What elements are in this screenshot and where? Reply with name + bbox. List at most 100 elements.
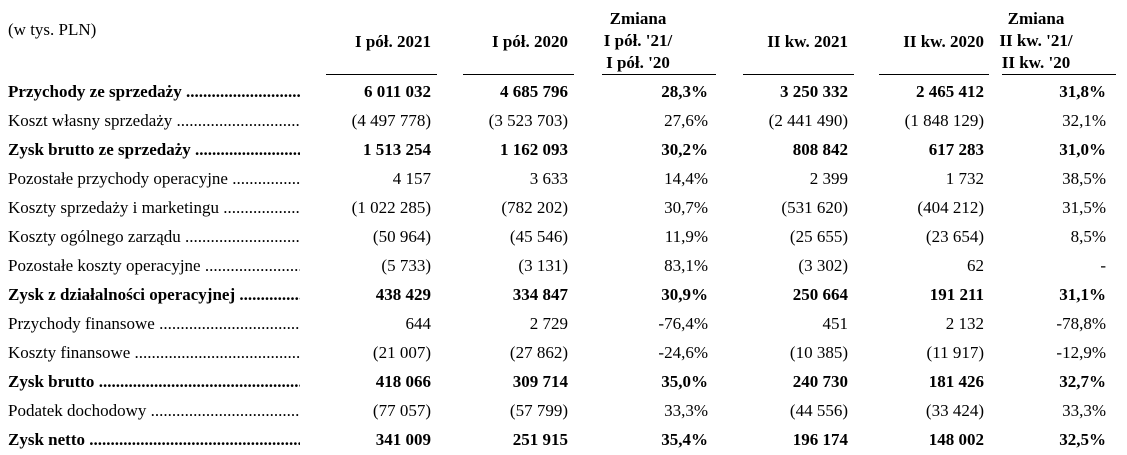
row-value-col-5: 191 211 [929,285,984,304]
row-value-col-5: 148 002 [928,430,984,449]
row-label: Podatek dochodowy [8,400,300,422]
row-value-col-1: (4 497 778) [351,111,431,130]
row-value-col-2: 2 729 [529,314,568,333]
header-rule-5 [879,74,989,75]
row-label: Zysk brutto ze sprzedaży [8,139,300,161]
table-row: Koszty ogólnego zarządu (50 964) (45 546) 1… [0,223,1127,252]
row-value-col-5: 1 732 [945,169,984,188]
row-value-col-3: 30,2% [661,140,708,159]
row-value-col-2: (782 202) [501,198,568,217]
row-value-col-3: -76,4% [658,314,708,333]
row-value-col-6: 8,5% [1070,227,1106,246]
column-header-6: Zmiana II kw. '21/ II kw. '20 [999,9,1073,72]
header-rule-2 [463,74,574,75]
row-label: Pozostałe przychody operacyjne [8,168,300,190]
header-rule-6 [1002,74,1116,75]
table-row: Pozostałe koszty operacyjne (5 733) (3 131… [0,252,1127,281]
header-rule-4 [743,74,854,75]
row-value-col-3: 28,3% [661,82,708,101]
table-row: Zysk brutto 418 066 309 714 35,0% 240 730 181… [0,368,1127,397]
row-value-col-4: 250 664 [792,285,848,304]
column-header-4: II kw. 2021 [767,32,848,51]
row-label: Przychody finansowe [8,313,300,335]
table-row: Zysk brutto ze sprzedaży 1 513 254 1 162 0… [0,136,1127,165]
row-value-col-6: 31,0% [1059,140,1106,159]
row-value-col-6: 33,3% [1062,401,1106,420]
table-row: Koszty sprzedaży i marketingu (1 022 285)… [0,194,1127,223]
row-value-col-5: 62 [967,256,984,275]
row-label: Pozostałe koszty operacyjne [8,255,300,277]
row-value-col-6: 31,5% [1062,198,1106,217]
row-value-col-4: (3 302) [798,256,848,275]
row-value-col-2: 309 714 [512,372,568,391]
row-value-col-4: 451 [822,314,849,333]
row-value-col-3: 35,4% [661,430,708,449]
row-value-col-1: (1 022 285) [351,198,431,217]
row-value-col-5: 181 426 [928,372,984,391]
row-value-col-4: (2 441 490) [768,111,848,130]
row-value-col-4: 240 730 [792,372,848,391]
row-value-col-6: 31,1% [1059,285,1106,304]
row-value-col-2: (3 131) [518,256,568,275]
row-value-col-6: - [1100,256,1106,275]
row-value-col-2: 4 685 796 [500,82,568,101]
row-value-col-5: 2 465 412 [916,82,984,101]
row-value-col-5: (11 917) [926,343,984,362]
row-value-col-3: 33,3% [664,401,708,420]
row-value-col-2: (57 799) [509,401,568,420]
row-value-col-2: 1 162 093 [500,140,568,159]
row-value-col-1: (21 007) [372,343,431,362]
table-row: Koszty finansowe (21 007) (27 862) -24,6% (1… [0,339,1127,368]
row-value-col-4: 196 174 [792,430,848,449]
row-value-col-3: 11,9% [664,227,708,246]
row-value-col-1: 644 [405,314,432,333]
table-row: Koszt własny sprzedaży (4 497 778) (3 523 … [0,107,1127,136]
header-rule-1 [326,74,437,75]
row-label: Przychody ze sprzedaży [8,81,300,103]
row-value-col-5: (33 424) [925,401,984,420]
row-value-col-6: -78,8% [1056,314,1106,333]
row-label: Koszty ogólnego zarządu [8,226,300,248]
row-value-col-1: 341 009 [375,430,431,449]
row-value-col-1: 418 066 [375,372,431,391]
row-value-col-4: 3 250 332 [780,82,848,101]
header-rule-3 [602,74,716,75]
row-value-col-5: (23 654) [925,227,984,246]
row-value-col-3: 27,6% [664,111,708,130]
row-value-col-5: 617 283 [928,140,984,159]
row-value-col-4: (25 655) [789,227,848,246]
row-value-col-1: 4 157 [392,169,431,188]
row-value-col-1: 438 429 [375,285,431,304]
units-label: (w tys. PLN) [8,20,97,39]
table-row: Zysk netto 341 009 251 915 35,4% 196 174 148 … [0,426,1127,455]
row-value-col-3: 35,0% [661,372,708,391]
row-label: Koszt własny sprzedaży [8,110,300,132]
row-value-col-2: (27 862) [509,343,568,362]
row-value-col-5: 2 132 [945,314,984,333]
column-header-5: II kw. 2020 [903,32,984,51]
row-value-col-5: (404 212) [917,198,984,217]
row-label: Koszty sprzedaży i marketingu [8,197,300,219]
row-value-col-3: 83,1% [664,256,708,275]
row-value-col-4: (44 556) [789,401,848,420]
table-row: Przychody finansowe 644 2 729 -76,4% 451 2 13… [0,310,1127,339]
table-row: Zysk z działalności operacyjnej 438 429 33… [0,281,1127,310]
row-label: Zysk netto [8,429,300,451]
column-header-3: Zmiana I pół. '21/ I pół. '20 [603,9,673,72]
row-value-col-2: (3 523 703) [488,111,568,130]
row-value-col-2: 3 633 [529,169,568,188]
row-value-col-6: 38,5% [1062,169,1106,188]
row-value-col-4: (531 620) [781,198,848,217]
table-row: Przychody ze sprzedaży 6 011 032 4 685 796… [0,78,1127,107]
row-value-col-1: (50 964) [372,227,431,246]
row-value-col-1: (77 057) [372,401,431,420]
row-value-col-6: 32,1% [1062,111,1106,130]
row-label: Koszty finansowe [8,342,300,364]
row-value-col-6: -12,9% [1056,343,1106,362]
row-value-col-3: 30,9% [661,285,708,304]
row-value-col-5: (1 848 129) [904,111,984,130]
row-label: Zysk z działalności operacyjnej [8,284,300,306]
row-value-col-3: 30,7% [664,198,708,217]
row-value-col-1: (5 733) [381,256,431,275]
row-value-col-6: 32,5% [1059,430,1106,449]
